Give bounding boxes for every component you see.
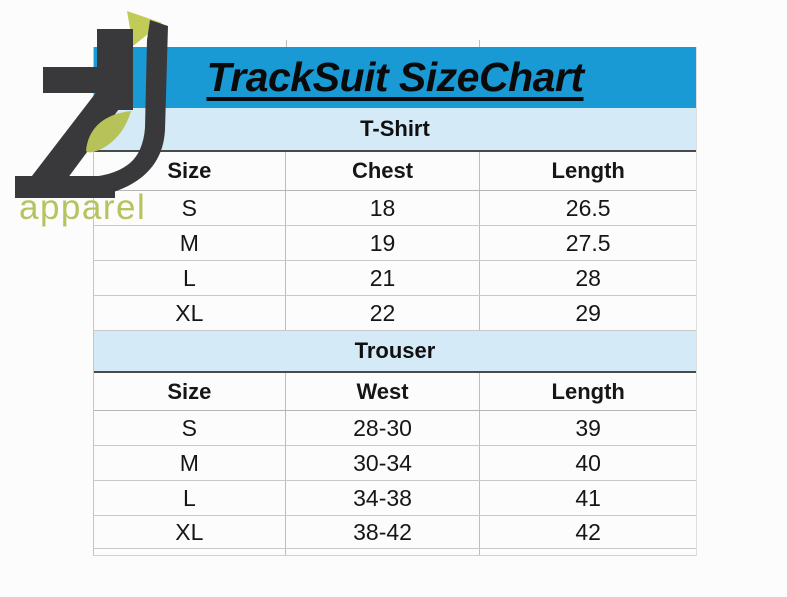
table-cell: XL [94, 516, 286, 548]
trouser-section-header: Trouser [94, 331, 696, 373]
table-cell: 28 [575, 264, 601, 291]
tshirt-row-xl: XL 22 29 [94, 296, 696, 331]
leaf-icon [86, 111, 131, 153]
table-cell: 39 [575, 414, 601, 441]
table-cell: M [94, 446, 286, 480]
trouser-col-size: Size [94, 373, 286, 410]
tshirt-col-size: Size [94, 152, 286, 190]
trouser-row-m: M 30-34 40 [94, 446, 696, 481]
table-cell: S [94, 191, 286, 225]
table-cell: 19 [286, 226, 481, 260]
tshirt-header-row: Size Chest Length [94, 152, 696, 191]
table-cell: L [94, 261, 286, 295]
zj-logo-icon [15, 11, 168, 198]
tshirt-col-chest: Chest [286, 152, 481, 190]
title-band: TrackSuit SizeChart [94, 47, 696, 108]
empty-cell [94, 549, 286, 555]
table-cell: 27.5 [565, 229, 611, 256]
table-cell: L [94, 481, 286, 515]
trouser-col-length: Length [551, 378, 625, 404]
table-cell: 41 [575, 484, 601, 511]
brand-name-apparel: apparel [19, 188, 147, 227]
table-cell: 26.5 [565, 194, 611, 221]
table-cell: 29 [575, 299, 601, 326]
trouser-header-row: Size West Length [94, 373, 696, 411]
empty-cell [286, 549, 481, 555]
table-cell: 18 [286, 191, 481, 225]
trouser-section-label: Trouser [354, 338, 436, 363]
table-cell: 30-34 [286, 446, 481, 480]
empty-grid-row [94, 549, 696, 556]
trouser-row-s: S 28-30 39 [94, 411, 696, 446]
tshirt-row-l: L 21 28 [94, 261, 696, 296]
tshirt-section-label: T-Shirt [360, 116, 430, 141]
tshirt-section-header: T-Shirt [94, 108, 696, 152]
page-title: TrackSuit SizeChart [206, 54, 584, 100]
table-cell: XL [94, 296, 286, 330]
table-cell: S [94, 411, 286, 445]
table-cell: M [94, 226, 286, 260]
trouser-row-l: L 34-38 41 [94, 481, 696, 516]
table-cell: 38-42 [286, 516, 481, 548]
table-cell: 42 [575, 518, 601, 545]
size-chart-table: TrackSuit SizeChart T-Shirt Size Chest L… [93, 47, 697, 556]
triangle-icon [127, 11, 162, 46]
table-cell: 22 [286, 296, 481, 330]
table-cell: 40 [575, 449, 601, 476]
empty-cell [480, 549, 696, 555]
tshirt-row-s: S 18 26.5 [94, 191, 696, 226]
grid-divider-stub [479, 40, 480, 47]
table-cell: 34-38 [286, 481, 481, 515]
trouser-col-west: West [286, 373, 481, 410]
table-cell: 21 [286, 261, 481, 295]
trouser-row-xl: XL 38-42 42 [94, 516, 696, 549]
tshirt-col-length: Length [551, 158, 625, 183]
grid-divider-stub [286, 40, 287, 47]
tshirt-row-m: M 19 27.5 [94, 226, 696, 261]
table-cell: 28-30 [286, 411, 481, 445]
